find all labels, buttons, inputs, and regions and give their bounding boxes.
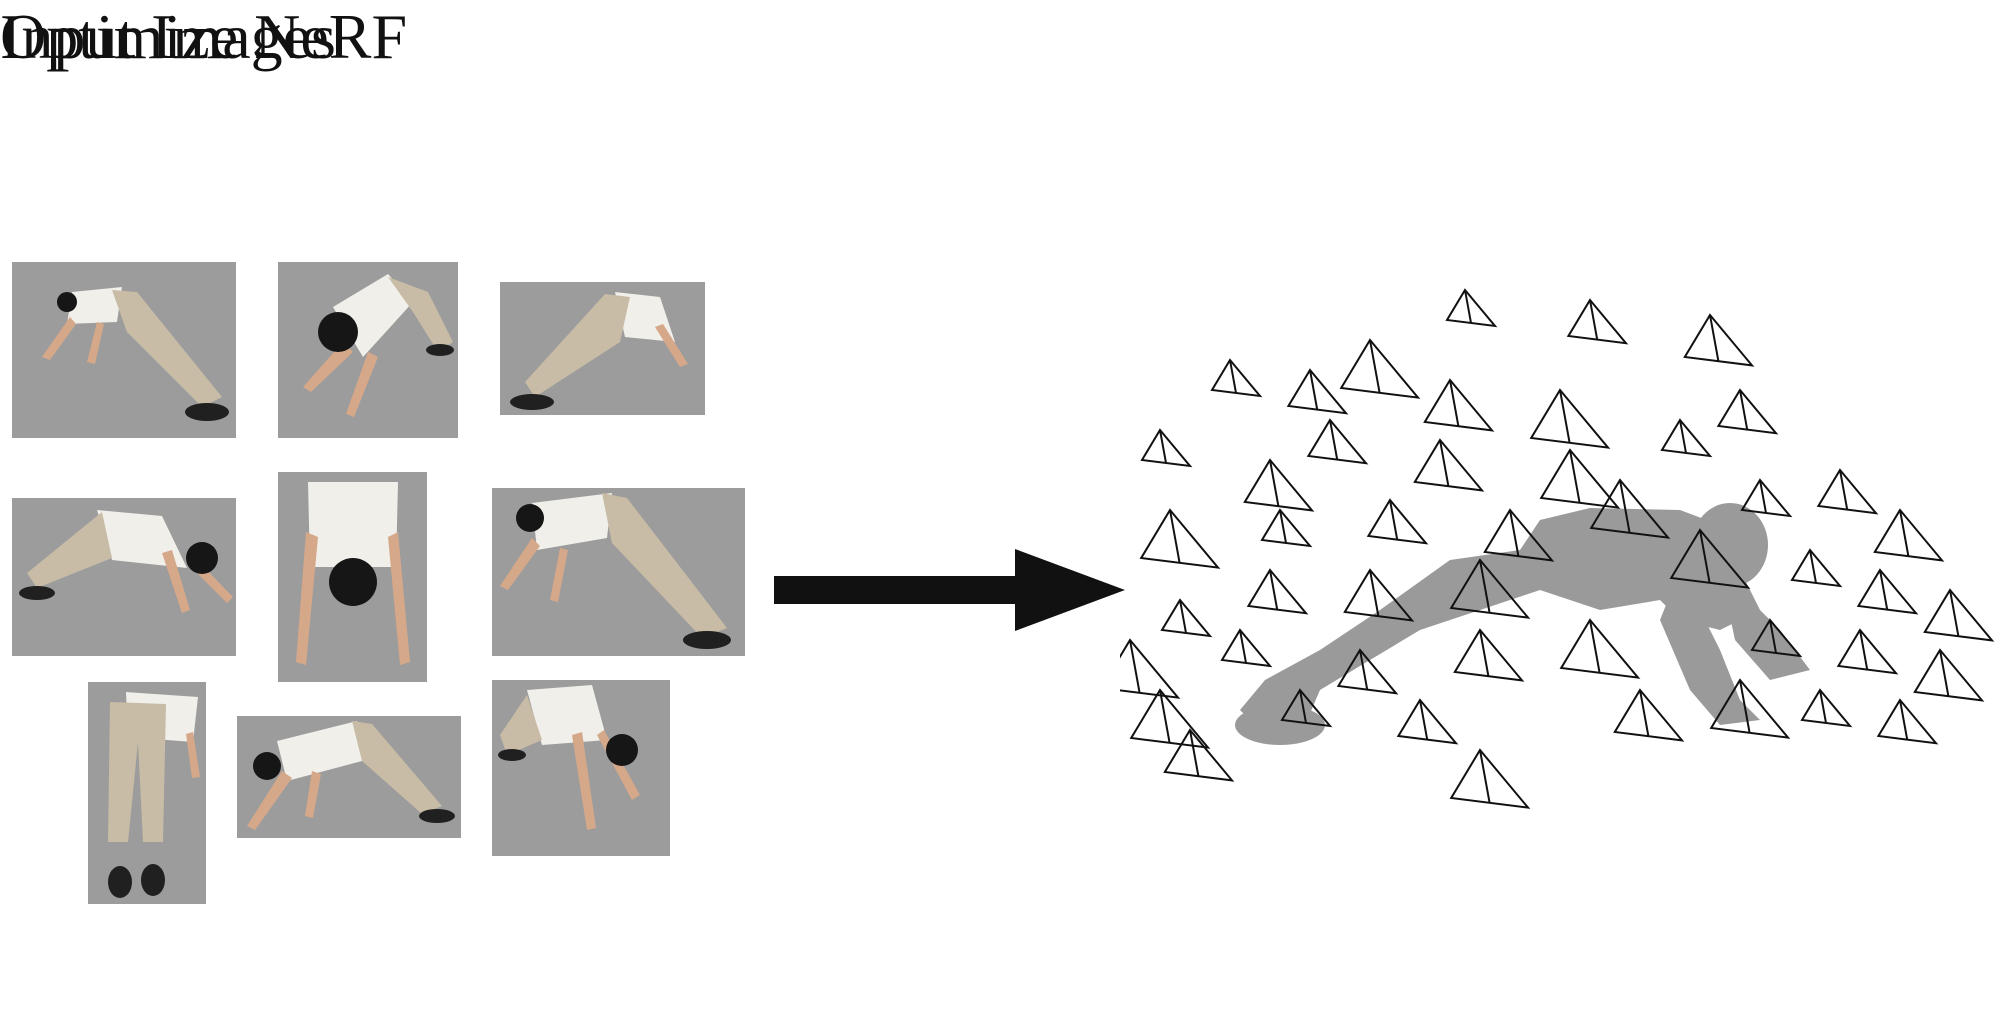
- camera-frustum-edge: [1309, 369, 1319, 410]
- pose-figure-icon: [492, 680, 670, 856]
- pose-figure-icon: [12, 262, 236, 438]
- camera-frustum-edge: [1279, 509, 1287, 544]
- camera-frustum-edge: [1369, 569, 1380, 617]
- camera-frustum-edge: [1419, 699, 1429, 740]
- input-image-4: [12, 498, 236, 656]
- camera-frustum-edge: [1769, 619, 1777, 654]
- camera-frustum-icon: [1683, 313, 1755, 367]
- camera-frustum-edge: [1949, 589, 1960, 637]
- camera-frustum-edge: [1159, 689, 1171, 743]
- pose-figure-icon: [12, 498, 236, 656]
- camera-frustum-edge: [1839, 469, 1849, 510]
- input-image-8: [237, 716, 461, 838]
- camera-frustum-edge: [1359, 649, 1369, 690]
- camera-frustum-icon: [1423, 378, 1495, 432]
- pose-figure-icon: [278, 472, 427, 682]
- camera-frustum-icon: [1483, 508, 1555, 562]
- pose-figure-icon: [237, 716, 461, 838]
- camera-frustum-edge: [1389, 499, 1399, 540]
- pose-figure-icon: [88, 682, 206, 904]
- camera-frustum-edge: [1509, 509, 1520, 557]
- input-image-2: [278, 262, 458, 438]
- camera-frustum-edge: [1569, 449, 1581, 503]
- camera-frustum-edge: [1709, 314, 1720, 362]
- camera-frustum-edge: [1699, 529, 1711, 583]
- camera-frustum-edge: [1589, 619, 1601, 673]
- input-image-6: [492, 488, 745, 656]
- camera-frustum-edge: [1899, 699, 1909, 740]
- camera-frustum-edge: [1939, 649, 1950, 697]
- camera-frustum-edge: [1449, 379, 1460, 427]
- camera-frustum-edge: [1809, 549, 1817, 584]
- camera-frustum-edge: [1189, 729, 1200, 777]
- camera-frustum-icon: [1413, 438, 1485, 492]
- pose-figure-icon: [278, 262, 458, 438]
- camera-frustum-edge: [1559, 389, 1571, 443]
- camera-frustum-edge: [1479, 629, 1490, 677]
- nerf-reconstruction: [1120, 288, 1995, 809]
- camera-frustum-edge: [1759, 479, 1767, 514]
- reconstructed-mesh-icon: [1235, 503, 1810, 745]
- input-image-1: [12, 262, 236, 438]
- camera-frustum-edge: [1464, 289, 1472, 324]
- camera-frustum-edge: [1819, 689, 1827, 724]
- arrow-icon: [774, 549, 1125, 631]
- camera-frustum-edge: [1479, 749, 1491, 803]
- camera-frustum-icon: [1453, 628, 1525, 682]
- optimize-nerf-title: Optimize NeRF: [0, 1, 408, 72]
- camera-frustum-edge: [1739, 389, 1749, 430]
- camera-frustum-edge: [1129, 639, 1141, 693]
- camera-frustum-edge: [1479, 559, 1491, 613]
- input-image-5: [278, 472, 427, 682]
- camera-frustum-edge: [1329, 419, 1339, 460]
- input-image-9: [492, 680, 670, 856]
- camera-frustum-edge: [1179, 599, 1187, 634]
- camera-frustum-edge: [1899, 509, 1910, 557]
- camera-frustum-icon: [1343, 568, 1415, 622]
- camera-frustum-edge: [1269, 569, 1279, 610]
- camera-frustum-edge: [1859, 629, 1869, 670]
- camera-frustum-edge: [1589, 299, 1599, 340]
- camera-frustum-edge: [1159, 429, 1167, 464]
- camera-frustum-edge: [1619, 479, 1631, 533]
- camera-frustum-edge: [1269, 459, 1280, 507]
- camera-frustum-edge: [1739, 679, 1751, 733]
- camera-frustum-edge: [1679, 419, 1687, 454]
- pose-figure-icon: [500, 282, 705, 415]
- pose-figure-icon: [492, 488, 745, 656]
- camera-frustum-edge: [1229, 359, 1237, 394]
- camera-frustums: [1120, 288, 1995, 809]
- camera-frustum-icon: [1243, 458, 1315, 512]
- camera-frustum-edge: [1369, 339, 1381, 393]
- camera-frustum-icon: [1120, 638, 1181, 699]
- camera-frustum-edge: [1439, 439, 1450, 487]
- camera-frustum-edge: [1879, 569, 1889, 610]
- camera-frustum-edge: [1169, 509, 1181, 563]
- input-images-title: Input Images: [0, 1, 336, 72]
- camera-frustum-icon: [1163, 728, 1235, 782]
- input-image-7: [88, 682, 206, 904]
- camera-frustum-edge: [1239, 629, 1247, 664]
- input-image-3: [500, 282, 705, 415]
- camera-frustum-edge: [1639, 689, 1650, 737]
- camera-frustum-edge: [1299, 689, 1307, 724]
